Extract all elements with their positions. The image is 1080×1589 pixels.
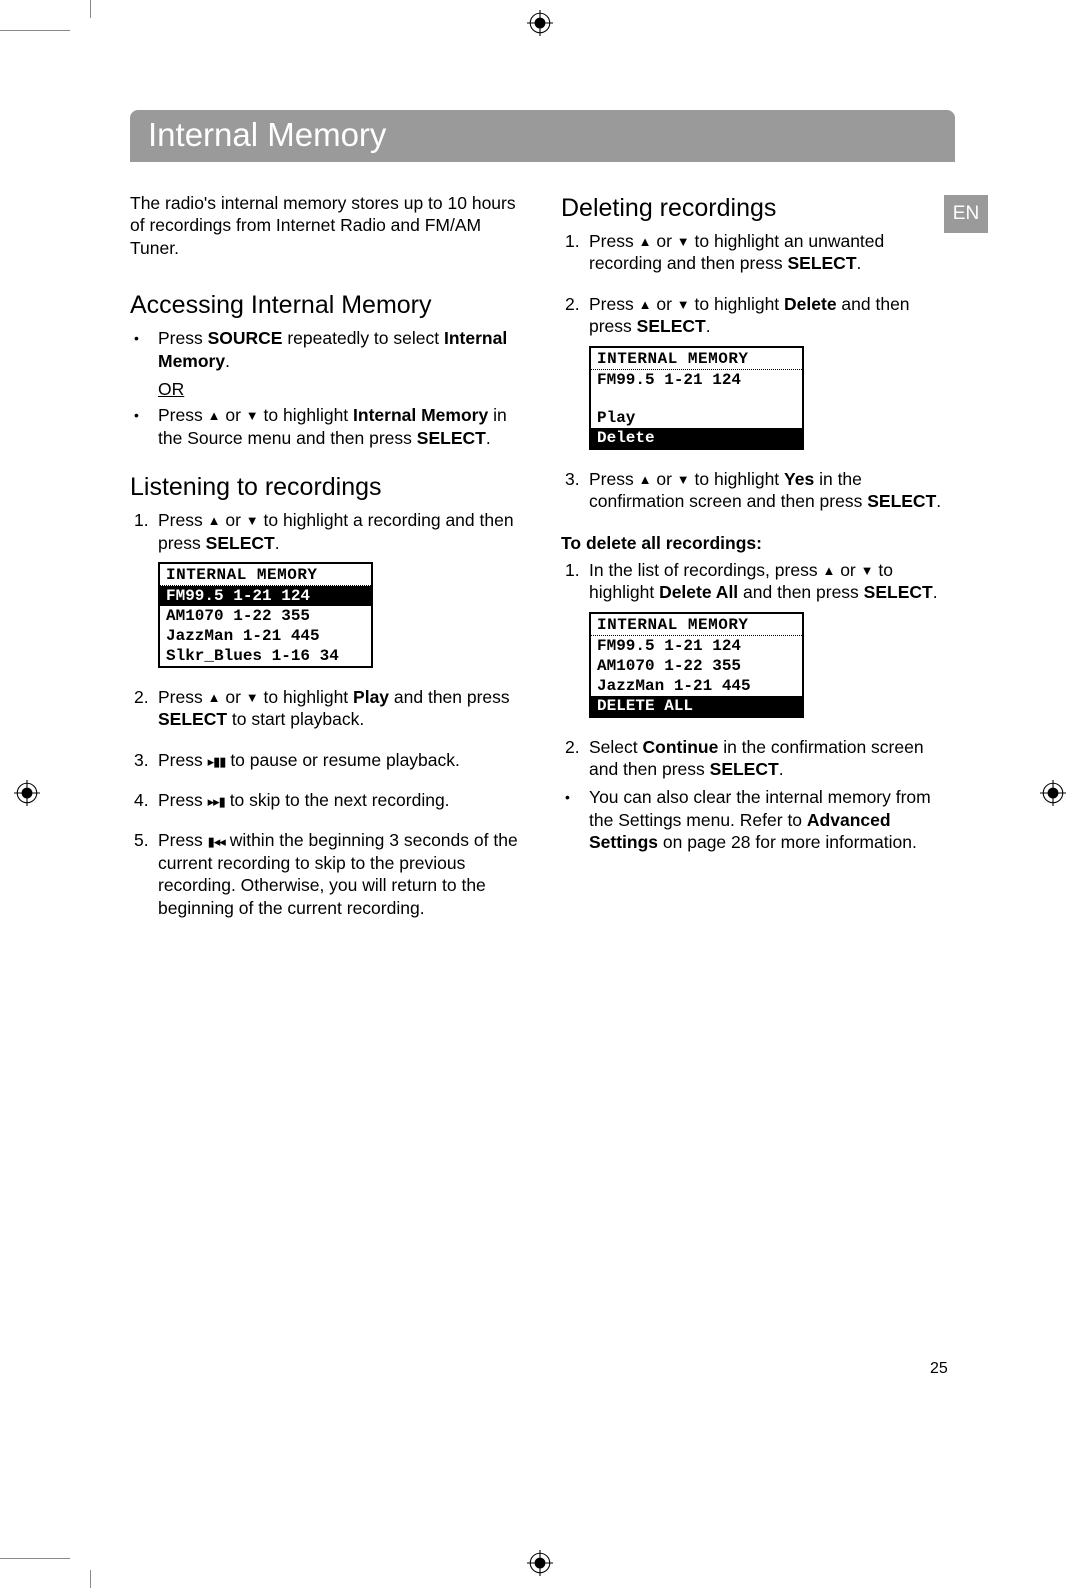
lcd-recordings-list: INTERNAL MEMORY FM99.5 1-21 124 AM1070 1… (158, 562, 373, 668)
access-bullet-1: Press SOURCE repeatedly to select Intern… (158, 327, 525, 372)
page-number: 25 (930, 1360, 948, 1378)
right-column: Deleting recordings 1.Press ▲ or ▼ to hi… (561, 192, 956, 925)
delete-all-heading: To delete all recordings: (561, 532, 956, 554)
play-pause-icon: ▸▮▮ (208, 754, 226, 771)
next-track-icon: ▸▸▮ (208, 794, 225, 811)
delete-step-1: Press ▲ or ▼ to highlight an unwanted re… (589, 230, 956, 275)
access-bullet-2: Press ▲ or ▼ to highlight Internal Memor… (158, 404, 525, 449)
page-title: Internal Memory (130, 110, 955, 162)
listen-step-2: Press ▲ or ▼ to highlight Play and then … (158, 686, 525, 731)
delete-step-3: Press ▲ or ▼ to highlight Yes in the con… (589, 468, 956, 513)
listen-step-3: Press ▸▮▮ to pause or resume playback. (158, 749, 525, 771)
section-accessing: Accessing Internal Memory (130, 289, 525, 321)
section-deleting: Deleting recordings (561, 192, 956, 224)
language-tab: EN (944, 195, 988, 233)
delete-all-step-2: Select Continue in the confirmation scre… (589, 736, 956, 781)
registration-mark-icon (527, 10, 553, 36)
listen-step-4: Press ▸▸▮ to skip to the next recording. (158, 789, 525, 811)
delete-all-step-1: In the list of recordings, press ▲ or ▼ … (589, 559, 956, 604)
section-listening: Listening to recordings (130, 471, 525, 503)
registration-mark-icon (14, 780, 40, 806)
listen-step-5: Press ▮◂◂ within the beginning 3 seconds… (158, 829, 525, 919)
left-column: The radio's internal memory stores up to… (130, 192, 525, 925)
registration-mark-icon (1040, 780, 1066, 806)
delete-all-note: You can also clear the internal memory f… (589, 786, 956, 853)
lcd-delete-menu: INTERNAL MEMORY FM99.5 1-21 124 Play Del… (589, 346, 804, 450)
lcd-delete-all: INTERNAL MEMORY FM99.5 1-21 124 AM1070 1… (589, 612, 804, 718)
access-or: OR (158, 378, 525, 400)
listen-step-1: Press ▲ or ▼ to highlight a recording an… (158, 509, 525, 554)
delete-step-2: Press ▲ or ▼ to highlight Delete and the… (589, 293, 956, 338)
prev-track-icon: ▮◂◂ (208, 834, 225, 851)
intro-text: The radio's internal memory stores up to… (130, 192, 525, 259)
registration-mark-icon (527, 1550, 553, 1576)
